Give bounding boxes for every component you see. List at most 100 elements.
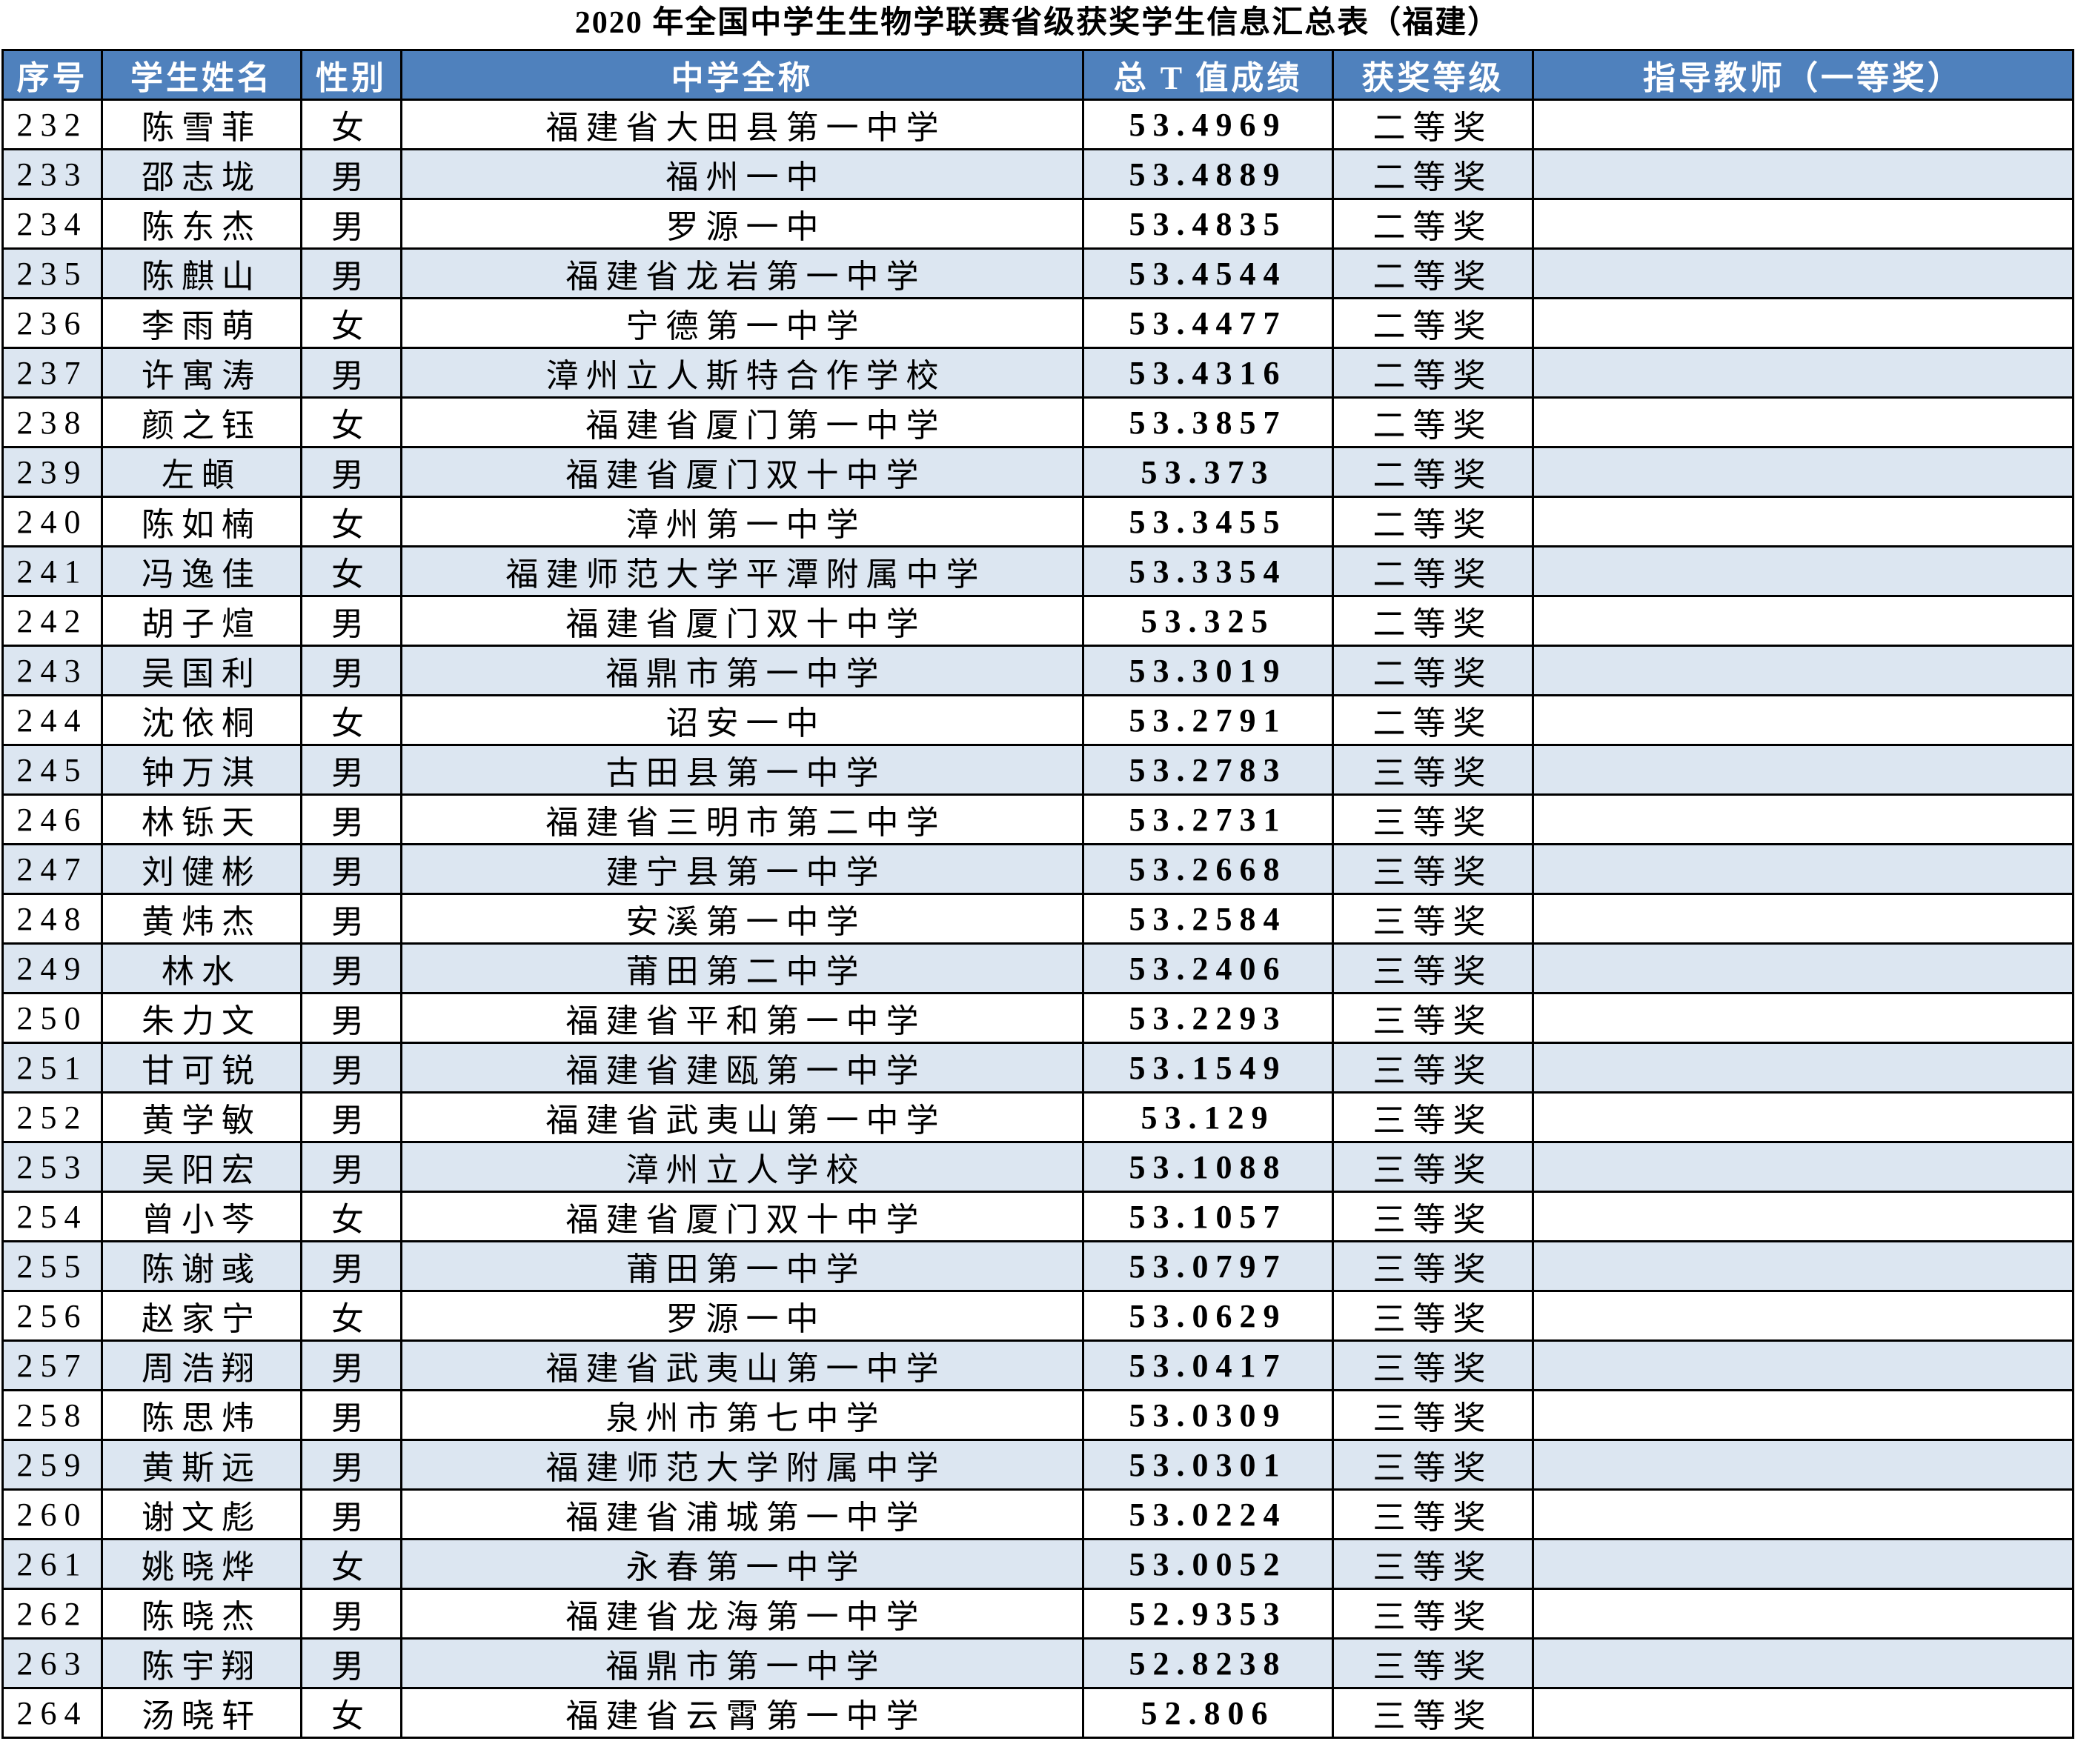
cell-student-name: 沈依桐 bbox=[101, 694, 302, 746]
cell-award-level: 二等奖 bbox=[1332, 347, 1534, 399]
cell-student-name: 赵家宁 bbox=[101, 1290, 302, 1342]
cell-student-name: 胡子煊 bbox=[101, 595, 302, 647]
cell-gender: 男 bbox=[300, 843, 402, 895]
cell-gender: 男 bbox=[300, 1042, 402, 1094]
cell-teacher bbox=[1532, 1042, 2074, 1094]
cell-student-name: 邵志垅 bbox=[101, 148, 302, 200]
cell-award-level: 二等奖 bbox=[1332, 545, 1534, 597]
cell-student-name: 陈谢彧 bbox=[101, 1240, 302, 1292]
cell-teacher bbox=[1532, 992, 2074, 1044]
cell-school-name: 福建省平和第一中学 bbox=[400, 992, 1084, 1044]
cell-teacher bbox=[1532, 1389, 2074, 1441]
cell-award-level: 二等奖 bbox=[1332, 496, 1534, 547]
cell-school-name: 福州一中 bbox=[400, 148, 1084, 200]
cell-serial-number: 263 bbox=[1, 1637, 103, 1689]
cell-serial-number: 246 bbox=[1, 793, 103, 845]
table-row: 236 李雨萌 女 宁德第一中学 53.4477 二等奖 bbox=[1, 297, 2074, 349]
cell-school-name: 罗源一中 bbox=[400, 1290, 1084, 1342]
cell-serial-number: 262 bbox=[1, 1588, 103, 1640]
cell-gender: 女 bbox=[300, 496, 402, 547]
cell-t-score: 53.325 bbox=[1082, 595, 1334, 647]
cell-school-name: 福建省大田县第一中学 bbox=[400, 99, 1084, 150]
cell-gender: 女 bbox=[300, 297, 402, 349]
cell-award-level: 三等奖 bbox=[1332, 1290, 1534, 1342]
cell-school-name: 福建省厦门双十中学 bbox=[400, 1191, 1084, 1242]
cell-t-score: 53.2783 bbox=[1082, 744, 1334, 796]
cell-award-level: 二等奖 bbox=[1332, 595, 1534, 647]
cell-award-level: 二等奖 bbox=[1332, 99, 1534, 150]
cell-student-name: 陈雪菲 bbox=[101, 99, 302, 150]
table-row: 237 许寓涛 男 漳州立人斯特合作学校 53.4316 二等奖 bbox=[1, 347, 2074, 399]
cell-serial-number: 237 bbox=[1, 347, 103, 399]
cell-school-name: 安溪第一中学 bbox=[400, 893, 1084, 945]
cell-award-level: 三等奖 bbox=[1332, 1588, 1534, 1640]
cell-teacher bbox=[1532, 1637, 2074, 1689]
table-row: 261 姚晓烨 女 永春第一中学 53.0052 三等奖 bbox=[1, 1538, 2074, 1590]
cell-award-level: 三等奖 bbox=[1332, 942, 1534, 994]
cell-teacher bbox=[1532, 694, 2074, 746]
cell-gender: 男 bbox=[300, 198, 402, 250]
cell-t-score: 53.0417 bbox=[1082, 1339, 1334, 1391]
cell-gender: 女 bbox=[300, 545, 402, 597]
cell-t-score: 53.0224 bbox=[1082, 1488, 1334, 1540]
table-row: 257 周浩翔 男 福建省武夷山第一中学 53.0417 三等奖 bbox=[1, 1339, 2074, 1391]
cell-serial-number: 251 bbox=[1, 1042, 103, 1094]
cell-teacher bbox=[1532, 645, 2074, 696]
cell-award-level: 三等奖 bbox=[1332, 1538, 1534, 1590]
cell-student-name: 朱力文 bbox=[101, 992, 302, 1044]
table-row: 238 颜之钰 女 福建省厦门第一中学 53.3857 二等奖 bbox=[1, 396, 2074, 448]
cell-t-score: 53.2406 bbox=[1082, 942, 1334, 994]
cell-serial-number: 264 bbox=[1, 1687, 103, 1739]
cell-school-name: 莆田第二中学 bbox=[400, 942, 1084, 994]
cell-student-name: 林铄天 bbox=[101, 793, 302, 845]
table-row: 253 吴阳宏 男 漳州立人学校 53.1088 三等奖 bbox=[1, 1141, 2074, 1193]
cell-award-level: 二等奖 bbox=[1332, 645, 1534, 696]
cell-school-name: 建宁县第一中学 bbox=[400, 843, 1084, 895]
cell-serial-number: 233 bbox=[1, 148, 103, 200]
table-row: 246 林铄天 男 福建省三明市第二中学 53.2731 三等奖 bbox=[1, 793, 2074, 845]
cell-t-score: 53.2791 bbox=[1082, 694, 1334, 746]
cell-gender: 男 bbox=[300, 942, 402, 994]
cell-gender: 男 bbox=[300, 1389, 402, 1441]
cell-t-score: 53.0797 bbox=[1082, 1240, 1334, 1292]
cell-gender: 男 bbox=[300, 992, 402, 1044]
cell-t-score: 53.2668 bbox=[1082, 843, 1334, 895]
cell-serial-number: 258 bbox=[1, 1389, 103, 1441]
cell-school-name: 福鼎市第一中学 bbox=[400, 1637, 1084, 1689]
cell-school-name: 福鼎市第一中学 bbox=[400, 645, 1084, 696]
table-row: 258 陈思炜 男 泉州市第七中学 53.0309 三等奖 bbox=[1, 1389, 2074, 1441]
cell-school-name: 福建省建瓯第一中学 bbox=[400, 1042, 1084, 1094]
cell-serial-number: 260 bbox=[1, 1488, 103, 1540]
cell-school-name: 福建省厦门双十中学 bbox=[400, 595, 1084, 647]
cell-award-level: 三等奖 bbox=[1332, 1488, 1534, 1540]
cell-teacher bbox=[1532, 793, 2074, 845]
cell-t-score: 53.1088 bbox=[1082, 1141, 1334, 1193]
cell-gender: 男 bbox=[300, 645, 402, 696]
cell-t-score: 52.9353 bbox=[1082, 1588, 1334, 1640]
cell-student-name: 冯逸佳 bbox=[101, 545, 302, 597]
cell-teacher bbox=[1532, 595, 2074, 647]
cell-student-name: 谢文彪 bbox=[101, 1488, 302, 1540]
table-row: 262 陈晓杰 男 福建省龙海第一中学 52.9353 三等奖 bbox=[1, 1588, 2074, 1640]
header-award: 获奖等级 bbox=[1332, 49, 1534, 101]
cell-student-name: 左頔 bbox=[101, 446, 302, 498]
cell-teacher bbox=[1532, 1339, 2074, 1391]
cell-teacher bbox=[1532, 1439, 2074, 1491]
cell-serial-number: 252 bbox=[1, 1091, 103, 1143]
cell-student-name: 陈晓杰 bbox=[101, 1588, 302, 1640]
cell-school-name: 漳州立人学校 bbox=[400, 1141, 1084, 1193]
cell-gender: 男 bbox=[300, 347, 402, 399]
cell-teacher bbox=[1532, 843, 2074, 895]
cell-gender: 女 bbox=[300, 1687, 402, 1739]
cell-teacher bbox=[1532, 1538, 2074, 1590]
cell-student-name: 甘可锐 bbox=[101, 1042, 302, 1094]
cell-serial-number: 256 bbox=[1, 1290, 103, 1342]
cell-school-name: 福建师范大学平潭附属中学 bbox=[400, 545, 1084, 597]
cell-gender: 女 bbox=[300, 1290, 402, 1342]
cell-student-name: 陈麒山 bbox=[101, 247, 302, 299]
cell-school-name: 罗源一中 bbox=[400, 198, 1084, 250]
cell-award-level: 二等奖 bbox=[1332, 446, 1534, 498]
cell-serial-number: 244 bbox=[1, 694, 103, 746]
cell-award-level: 三等奖 bbox=[1332, 1240, 1534, 1292]
cell-gender: 男 bbox=[300, 1240, 402, 1292]
